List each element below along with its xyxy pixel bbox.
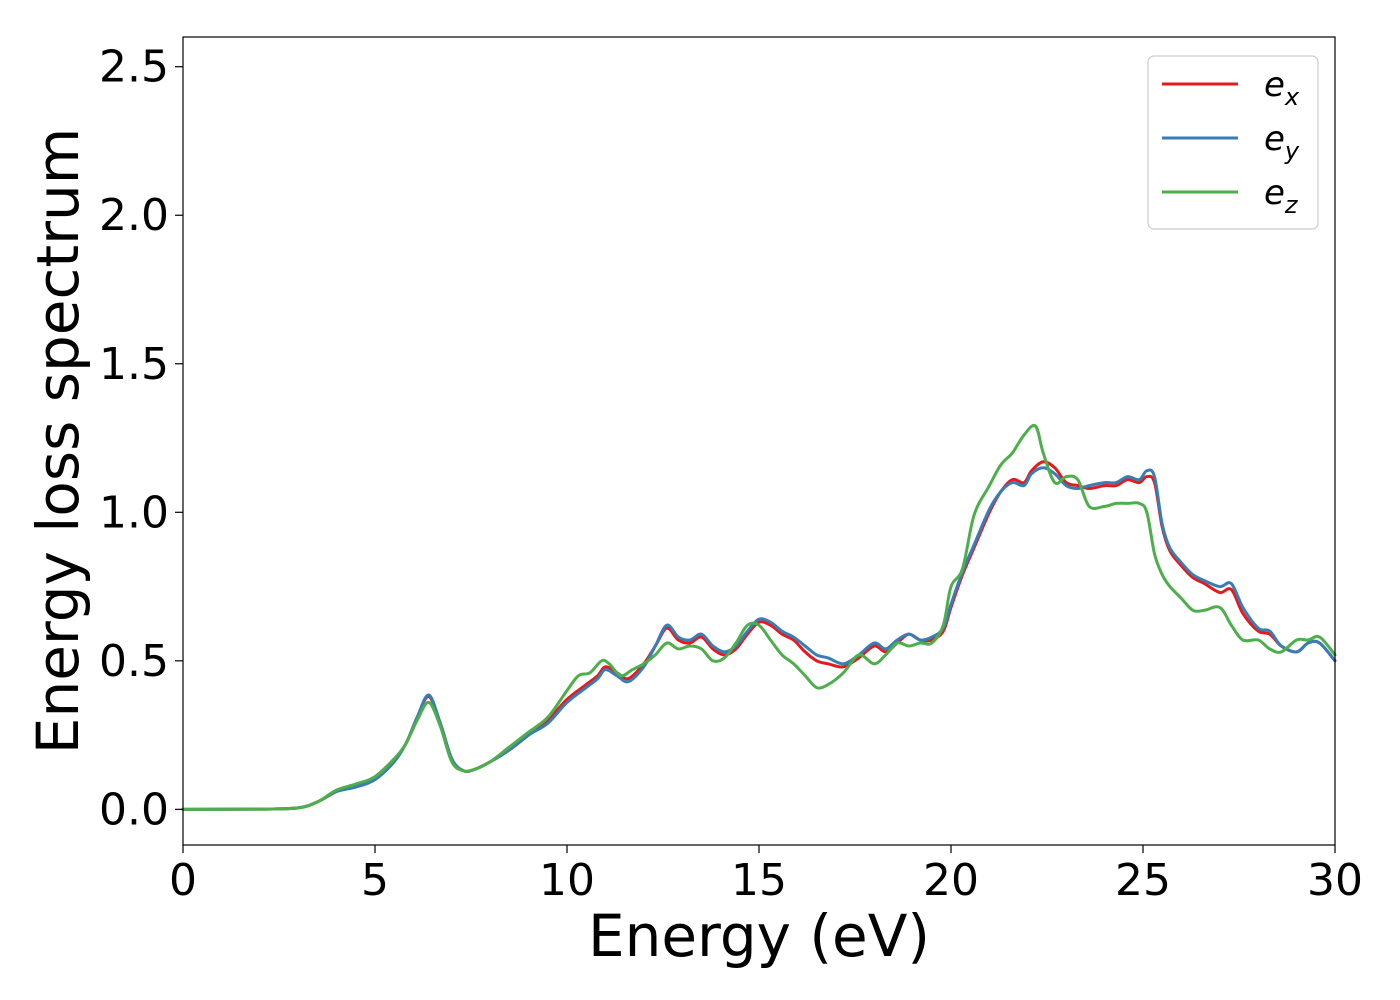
legend-label-base: e	[1264, 119, 1285, 159]
x-tick-label: 10	[539, 855, 595, 906]
y-tick-label: 1.5	[99, 339, 169, 390]
y-tick-label: 0.5	[99, 636, 169, 687]
y-tick-label: 1.0	[99, 487, 169, 538]
legend-label-subscript: z	[1284, 191, 1299, 219]
series-layer	[181, 423, 1337, 811]
x-axis: 0 5 10 15 20 25 30	[169, 845, 1363, 906]
x-tick-label: 15	[731, 855, 787, 906]
legend-label-subscript: y	[1284, 137, 1300, 165]
x-tick-label: 5	[361, 855, 389, 906]
legend-box	[1147, 55, 1319, 230]
legend-label-y: ey	[1264, 119, 1300, 165]
x-axis-title: Energy (eV)	[588, 902, 930, 970]
legend-label-base: e	[1264, 173, 1285, 213]
x-tick-label: 25	[1115, 855, 1171, 906]
y-tick-label: 0.0	[99, 784, 169, 835]
legend-label-subscript: x	[1284, 83, 1300, 111]
legend-label-x: ex	[1264, 65, 1300, 111]
legend-label-z: ez	[1264, 173, 1299, 219]
legend-label-base: e	[1264, 65, 1285, 105]
y-tick-label: 2.0	[99, 190, 169, 241]
y-tick-label: 2.5	[99, 42, 169, 93]
series-line-z	[181, 423, 1337, 811]
x-tick-label: 0	[169, 855, 197, 906]
y-axis-title: Energy loss spectrum	[24, 128, 92, 754]
x-tick-label: 20	[923, 855, 979, 906]
x-tick-label: 30	[1307, 855, 1363, 906]
y-axis: 0.0 0.5 1.0 1.5 2.0 2.5	[99, 42, 183, 835]
